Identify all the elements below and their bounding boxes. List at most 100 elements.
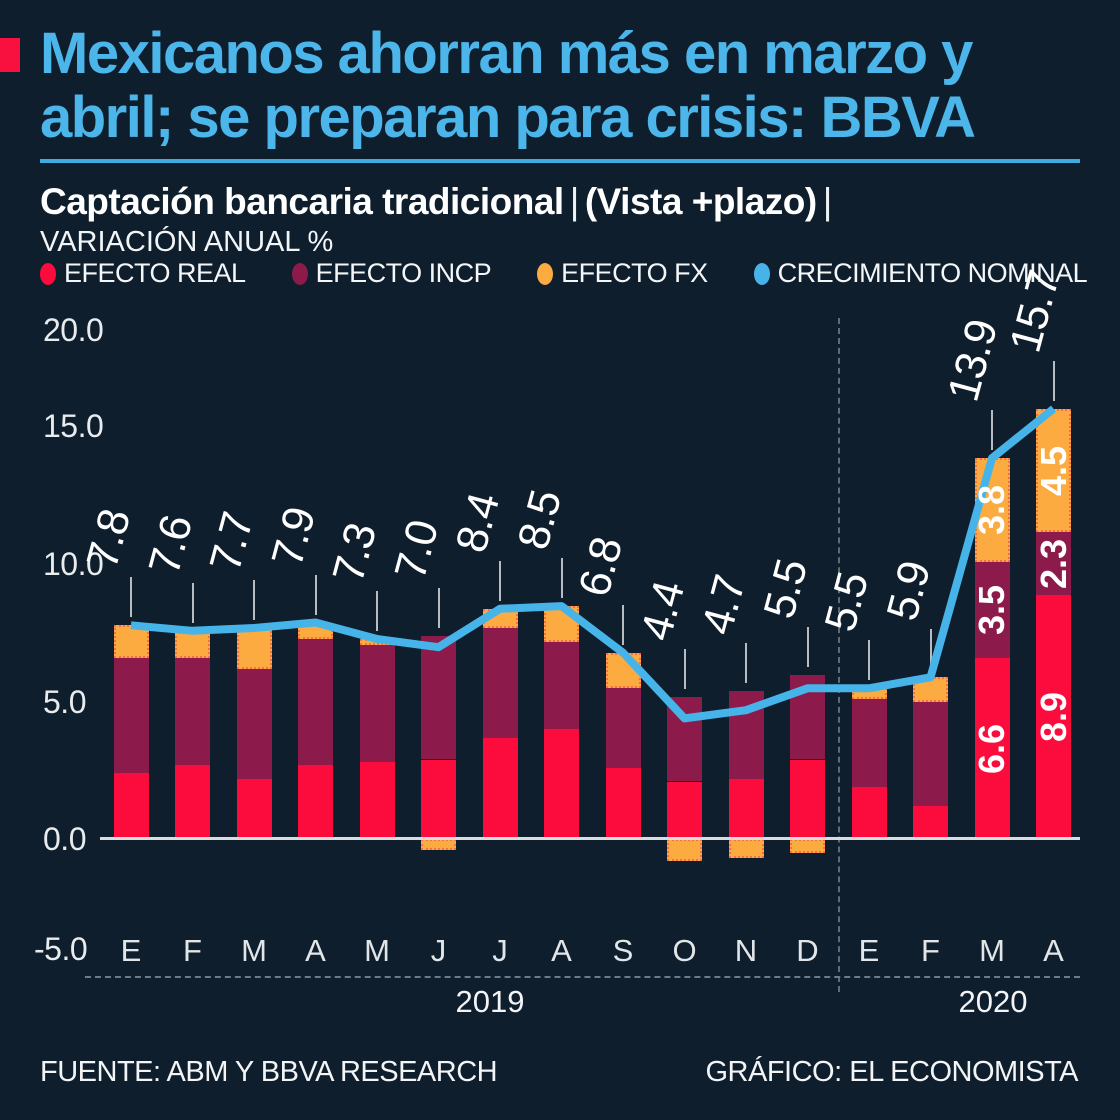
- month-label: F: [183, 933, 202, 968]
- chart-legend: EFECTO REAL EFECTO INCP EFECTO FX CRECIMIEN…: [40, 258, 1088, 289]
- title-line-2: abril; se preparan para crisis: BBVA: [40, 85, 976, 150]
- subtitle-variation-unit: VARIACIÓN ANUAL %: [40, 226, 334, 258]
- bar-segment-efecto-real: [298, 765, 333, 839]
- legend-item: EFECTO FX: [537, 258, 708, 289]
- year-separator-dashed-line: [838, 318, 840, 992]
- bar-total-label: 7.8: [77, 504, 140, 574]
- bar-segment-efecto-fx: [851, 688, 887, 700]
- bar-total-label: 5.5: [754, 554, 817, 624]
- y-tick-label: 5.0: [43, 684, 86, 720]
- subtitle-separator: |: [569, 181, 580, 222]
- bar-segment-efecto-fx-negative: [728, 839, 764, 859]
- segment-value-label: 3.8: [971, 485, 1012, 536]
- year-label-2019: 2019: [455, 984, 525, 1019]
- month-label: J: [492, 933, 508, 968]
- y-tick-label: 15.0: [43, 408, 104, 444]
- bar-segment-efecto-incp: [790, 674, 825, 760]
- bar-segment-efecto-real: [421, 759, 456, 839]
- month-label: E: [120, 933, 142, 968]
- chart-subtitle: Captación bancaria tradicional | (Vista +p…: [40, 181, 838, 223]
- bar-whisker: [499, 560, 501, 601]
- month-label: O: [672, 933, 697, 968]
- month-label: D: [796, 933, 819, 968]
- legend-label: EFECTO REAL: [64, 258, 246, 288]
- bar-whisker: [683, 648, 686, 689]
- bar-segment-efecto-fx: [113, 625, 149, 659]
- bar-segment-efecto-fx-negative: [790, 839, 825, 853]
- legend-dot-icon: [537, 262, 554, 285]
- bar-whisker: [253, 580, 255, 621]
- bar-segment-efecto-incp: [113, 658, 149, 774]
- bar-segment-efecto-real: [728, 778, 764, 839]
- bar-total-label: 4.7: [692, 570, 755, 640]
- bar-total-label: 7.0: [385, 515, 448, 585]
- segment-value-label: 8.9: [1032, 692, 1074, 743]
- bar-segment-efecto-fx: [175, 630, 210, 659]
- legend-label: EFECTO INCP: [315, 258, 492, 288]
- page-title: Mexicanos ahorran más en marzo y abril; …: [40, 22, 1090, 150]
- title-line-1: Mexicanos ahorran más en marzo y: [40, 21, 973, 86]
- legend-item: EFECTO REAL: [40, 258, 246, 289]
- bar-segment-efecto-fx: [298, 622, 333, 639]
- bar-whisker: [314, 574, 317, 615]
- bar-total-label: 5.9: [877, 556, 940, 626]
- bar-segment-efecto-fx-negative: [421, 839, 456, 850]
- bar-segment-efecto-incp: [544, 641, 579, 730]
- title-underline-rule: [40, 159, 1080, 163]
- bar-segment-efecto-incp: [298, 639, 333, 765]
- month-label: M: [364, 933, 390, 968]
- bar-whisker: [130, 577, 132, 618]
- bar-segment-efecto-real: [667, 781, 702, 839]
- bar-segment-efecto-real: [113, 773, 149, 839]
- bar-whisker: [191, 582, 194, 623]
- bar-segment-efecto-incp: [728, 691, 764, 779]
- bar-segment-efecto-incp: [359, 644, 395, 763]
- bar-whisker: [560, 558, 563, 599]
- bar-whisker: [806, 626, 809, 667]
- footer-credit: GRÁFICO: EL ECONOMISTA: [705, 1056, 1079, 1088]
- y-tick-label: 0.0: [43, 821, 86, 857]
- bar-whisker: [1052, 360, 1055, 401]
- bar-segment-efecto-fx: [482, 608, 518, 628]
- bar-segment-efecto-incp: [421, 636, 456, 760]
- subtitle-main: Captación bancaria tradicional: [40, 181, 564, 222]
- bar-total-label: 7.3: [323, 518, 386, 588]
- year-label-2020: 2020: [958, 984, 1028, 1019]
- month-label: M: [241, 933, 267, 968]
- segment-value-label: 4.5: [1032, 445, 1074, 496]
- bar-segment-efecto-fx: [605, 652, 641, 689]
- bar-segment-efecto-incp: [175, 658, 210, 766]
- bar-segment-efecto-real: [359, 762, 395, 839]
- month-label: M: [979, 933, 1005, 968]
- bar-total-label: 6.8: [569, 532, 632, 602]
- legend-dot-icon: [291, 262, 308, 285]
- legend-label: CRECIMIENTO NOMINAL: [777, 258, 1088, 288]
- corner-accent-square: [0, 38, 20, 72]
- bar-segment-efecto-real: [605, 767, 641, 839]
- bar-whisker: [376, 590, 378, 631]
- bar-segment-efecto-fx: [913, 677, 948, 702]
- bar-segment-efecto-real: [913, 806, 948, 839]
- bar-segment-efecto-fx: [236, 628, 272, 670]
- bottom-dashed-line: [85, 976, 1080, 978]
- segment-value-label: 3.5: [971, 585, 1012, 636]
- bar-whisker: [991, 410, 993, 451]
- bar-whisker: [622, 604, 624, 645]
- legend-item: CRECIMIENTO NOMINAL: [753, 258, 1088, 289]
- segment-value-label: 2.3: [1032, 538, 1074, 589]
- bar-total-label: 7.9: [262, 502, 325, 572]
- bar-segment-efecto-incp: [667, 696, 702, 782]
- bar-segment-efecto-incp: [236, 669, 272, 779]
- y-tick-label: -5.0: [34, 931, 88, 967]
- month-label: J: [430, 933, 447, 968]
- month-label: F: [921, 933, 940, 968]
- legend-item: EFECTO INCP: [291, 258, 492, 289]
- month-label: S: [612, 933, 634, 968]
- legend-dot-icon: [753, 262, 770, 285]
- bar-segment-efecto-real: [175, 765, 210, 839]
- bar-segment-efecto-incp: [605, 688, 641, 768]
- bar-segment-efecto-incp: [851, 699, 887, 787]
- subtitle-separator: |: [822, 181, 833, 222]
